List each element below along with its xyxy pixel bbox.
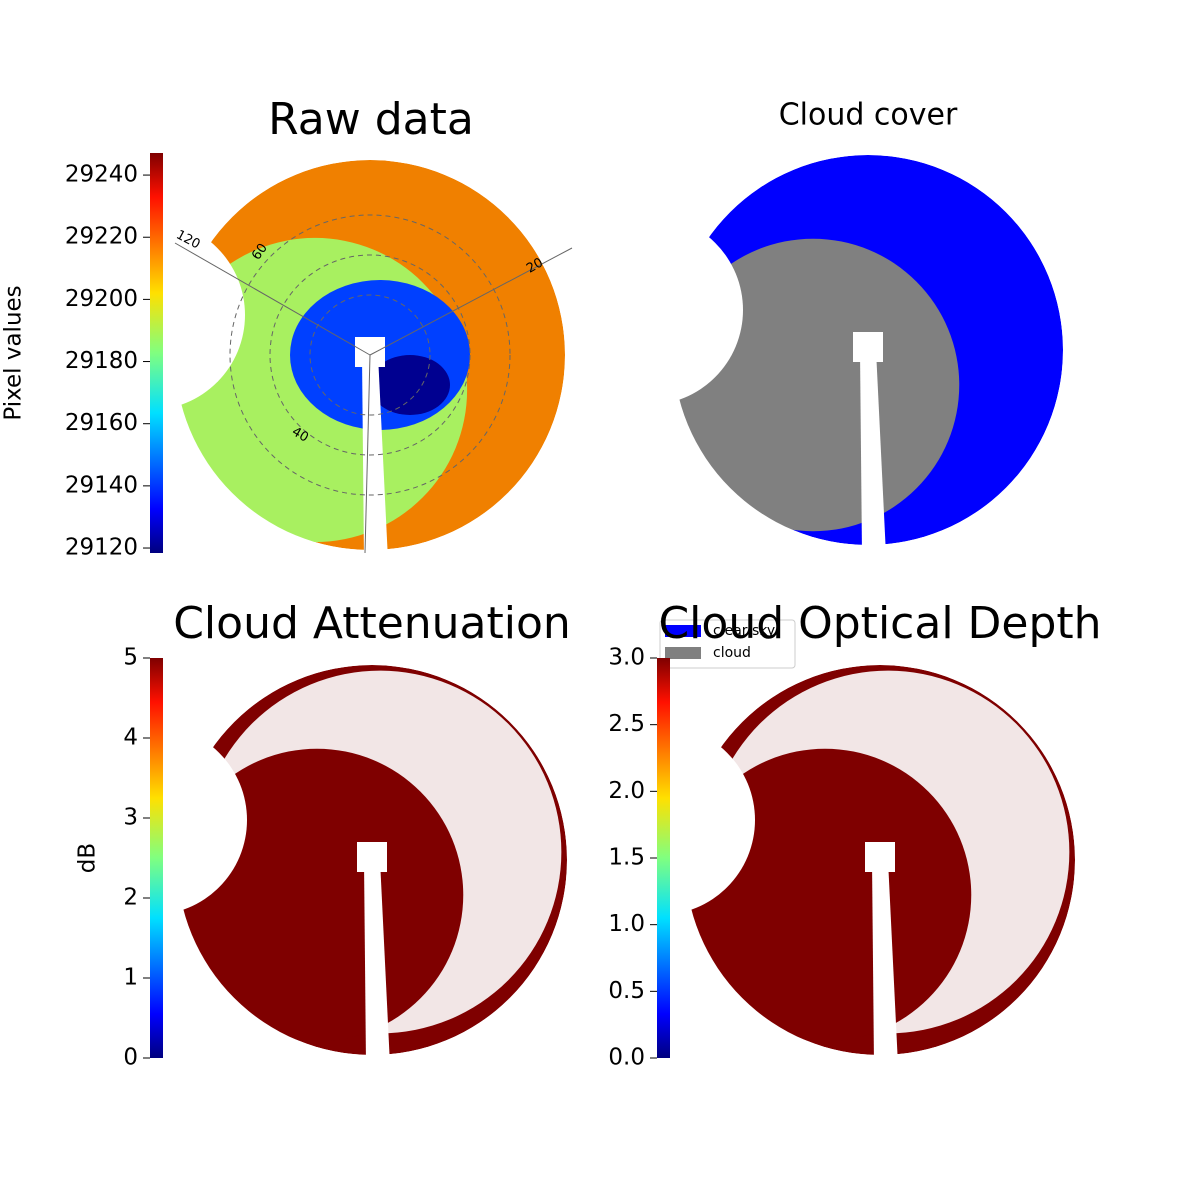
colorbar [150, 658, 163, 1058]
tick-label: 4 [123, 725, 138, 751]
legend-label: clear sky [713, 623, 775, 639]
tick-label: 29140 [65, 472, 138, 498]
colorbar [150, 153, 163, 553]
polar-label: 40 [289, 424, 311, 445]
sky-image [162, 160, 565, 550]
colorbar [657, 658, 670, 1058]
tick-label: 0.0 [608, 1045, 645, 1071]
tick-label: 3.0 [608, 645, 645, 671]
polar-grid [229, 214, 511, 496]
tick-label: 29160 [65, 410, 138, 436]
tick-label: 29200 [65, 286, 138, 312]
tick-label: 29180 [65, 348, 138, 374]
polar-grid [269, 254, 471, 456]
colorbar-label: Pixel values [1, 285, 27, 420]
tick-label: 5 [123, 645, 138, 671]
panel-title: Cloud Optical Depth [658, 598, 1101, 649]
image-region [170, 748, 464, 1042]
polar-grid [309, 294, 431, 416]
tick-label: 2.0 [608, 778, 645, 804]
image-region [290, 280, 470, 430]
sky-image [678, 665, 1075, 1055]
image-region [370, 355, 450, 415]
tick-label: 1.0 [608, 911, 645, 937]
tick-label: 2 [123, 885, 138, 911]
tick-label: 1.5 [608, 845, 645, 871]
legend-swatch [665, 625, 701, 637]
tick-label: 1 [123, 965, 138, 991]
tick-label: 0 [123, 1045, 138, 1071]
polar-axis [369, 247, 573, 356]
panel-title: Cloud Attenuation [173, 598, 571, 649]
legend-swatch [665, 647, 701, 659]
legend-label: cloud [713, 645, 751, 661]
panel-title: Raw data [268, 94, 474, 145]
polar-label: 20 [524, 255, 546, 276]
polar-label: 120 [174, 228, 203, 253]
polar-axis [364, 354, 371, 554]
tick-label: 29220 [65, 224, 138, 250]
tick-label: 3 [123, 805, 138, 831]
panel-title: Cloud cover [779, 98, 958, 133]
tick-label: 2.5 [608, 711, 645, 737]
sky-image [170, 665, 567, 1055]
image-region [666, 238, 960, 532]
tick-label: 0.5 [608, 978, 645, 1004]
tick-label: 29240 [65, 162, 138, 188]
sky-image [666, 155, 1063, 545]
colorbar-label: dB [75, 843, 101, 873]
image-region [678, 748, 972, 1042]
polar-axis [174, 242, 371, 356]
tick-label: 29120 [65, 535, 138, 561]
